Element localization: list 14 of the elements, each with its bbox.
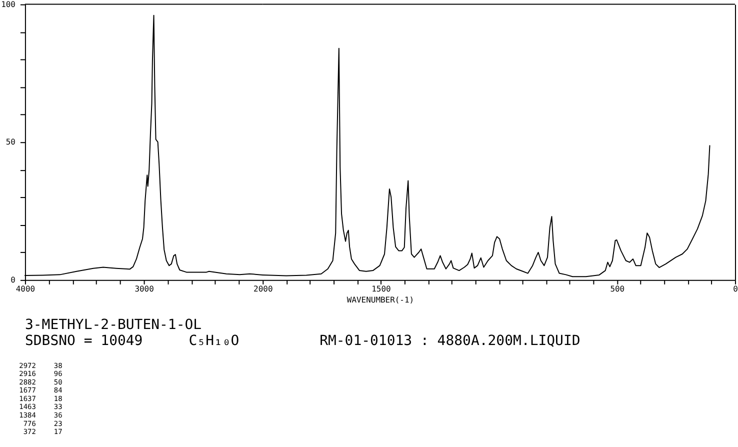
x-tick-label: 2000 xyxy=(254,284,273,294)
y-tick-label: 100 xyxy=(1,0,16,9)
x-tick-label: 1500 xyxy=(372,284,392,294)
text: RM-01-01013 : 4880A.200M.LIQUID xyxy=(320,332,580,349)
x-tick-label: 500 xyxy=(610,284,625,294)
x-tick-label: 3000 xyxy=(134,284,154,294)
text: 3-METHYL-2-BUTEN-1-OL xyxy=(24,316,202,333)
y-tick-label: 50 xyxy=(6,138,16,147)
x-tick-label: 0 xyxy=(733,284,738,294)
x-tick-label: 4000 xyxy=(16,284,36,294)
x-axis-title: WAVENUMBER(-1) xyxy=(346,295,414,304)
y-tick-label: 0 xyxy=(10,275,16,284)
text: C₅H₁₀O xyxy=(188,332,240,349)
text: SDBSNO = 10049 xyxy=(24,332,143,349)
